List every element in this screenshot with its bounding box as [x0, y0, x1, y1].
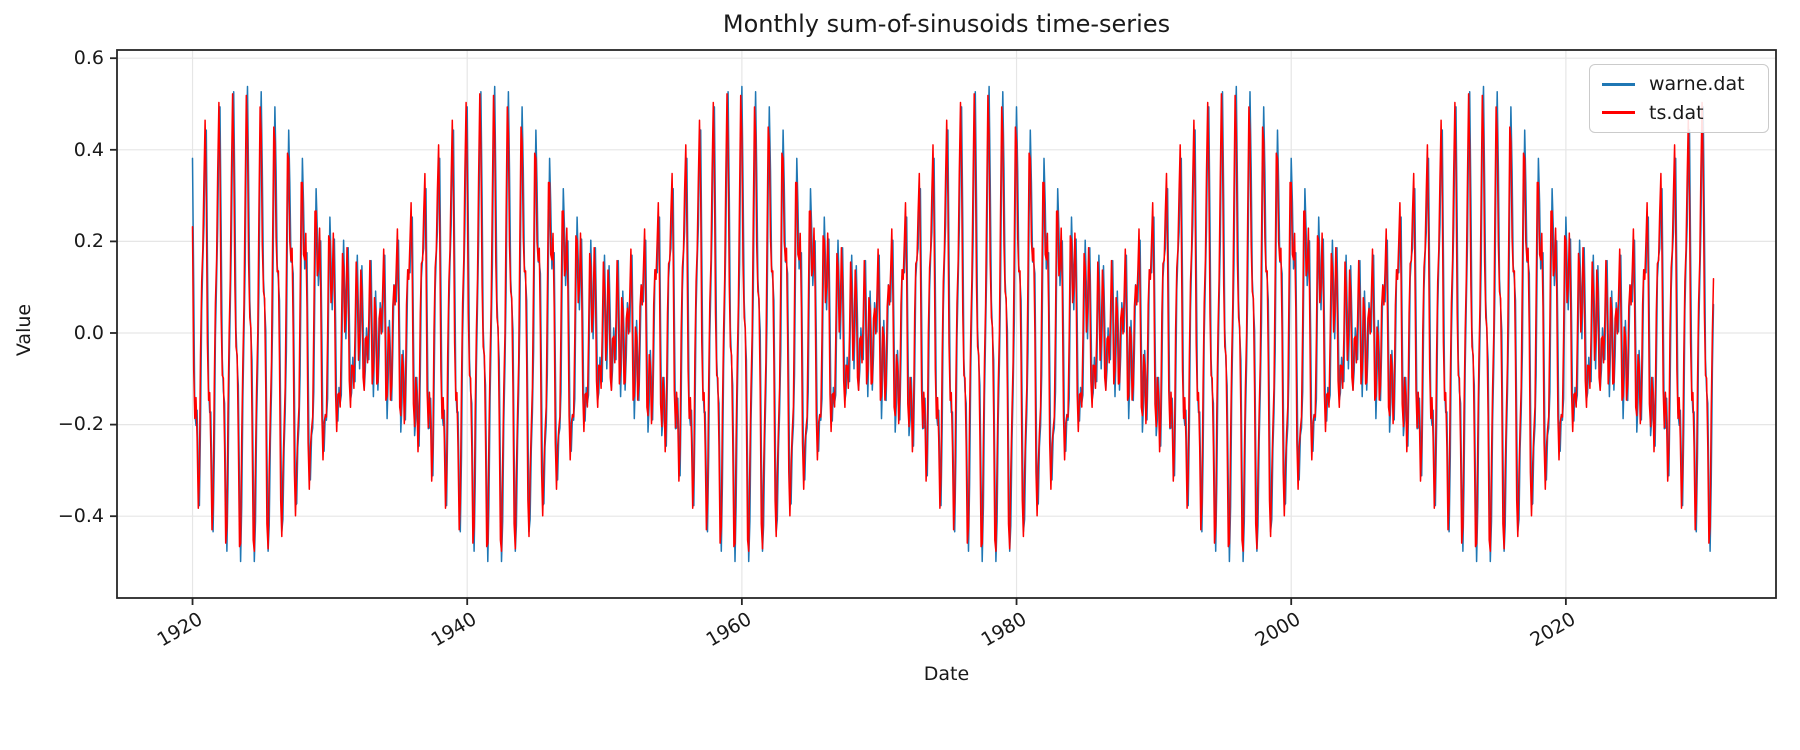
y-tick-label: 0.4	[73, 139, 104, 161]
series-line-ts	[191, 93, 1715, 552]
chart-title: Monthly sum-of-sinusoids time-series	[722, 10, 1171, 38]
legend: warne.dat ts.dat	[1589, 64, 1769, 133]
y-tick-label: 0.2	[73, 230, 104, 252]
legend-line-swatch-warne	[1602, 83, 1635, 86]
legend-label: warne.dat	[1649, 73, 1745, 96]
y-tick-label: −0.2	[57, 413, 104, 435]
y-tick-label: 0.6	[73, 47, 104, 69]
legend-item: warne.dat	[1590, 73, 1768, 95]
legend-line-swatch-ts	[1602, 111, 1635, 114]
axes-frame	[116, 49, 1777, 599]
series-lines	[191, 85, 1715, 563]
x-axis-label: Date	[923, 663, 970, 685]
axis-tick-marks	[110, 57, 1567, 605]
y-tick-label: 0.0	[73, 322, 104, 344]
legend-label: ts.dat	[1649, 101, 1704, 124]
legend-item: ts.dat	[1590, 102, 1768, 124]
y-tick-label: −0.4	[57, 505, 104, 527]
